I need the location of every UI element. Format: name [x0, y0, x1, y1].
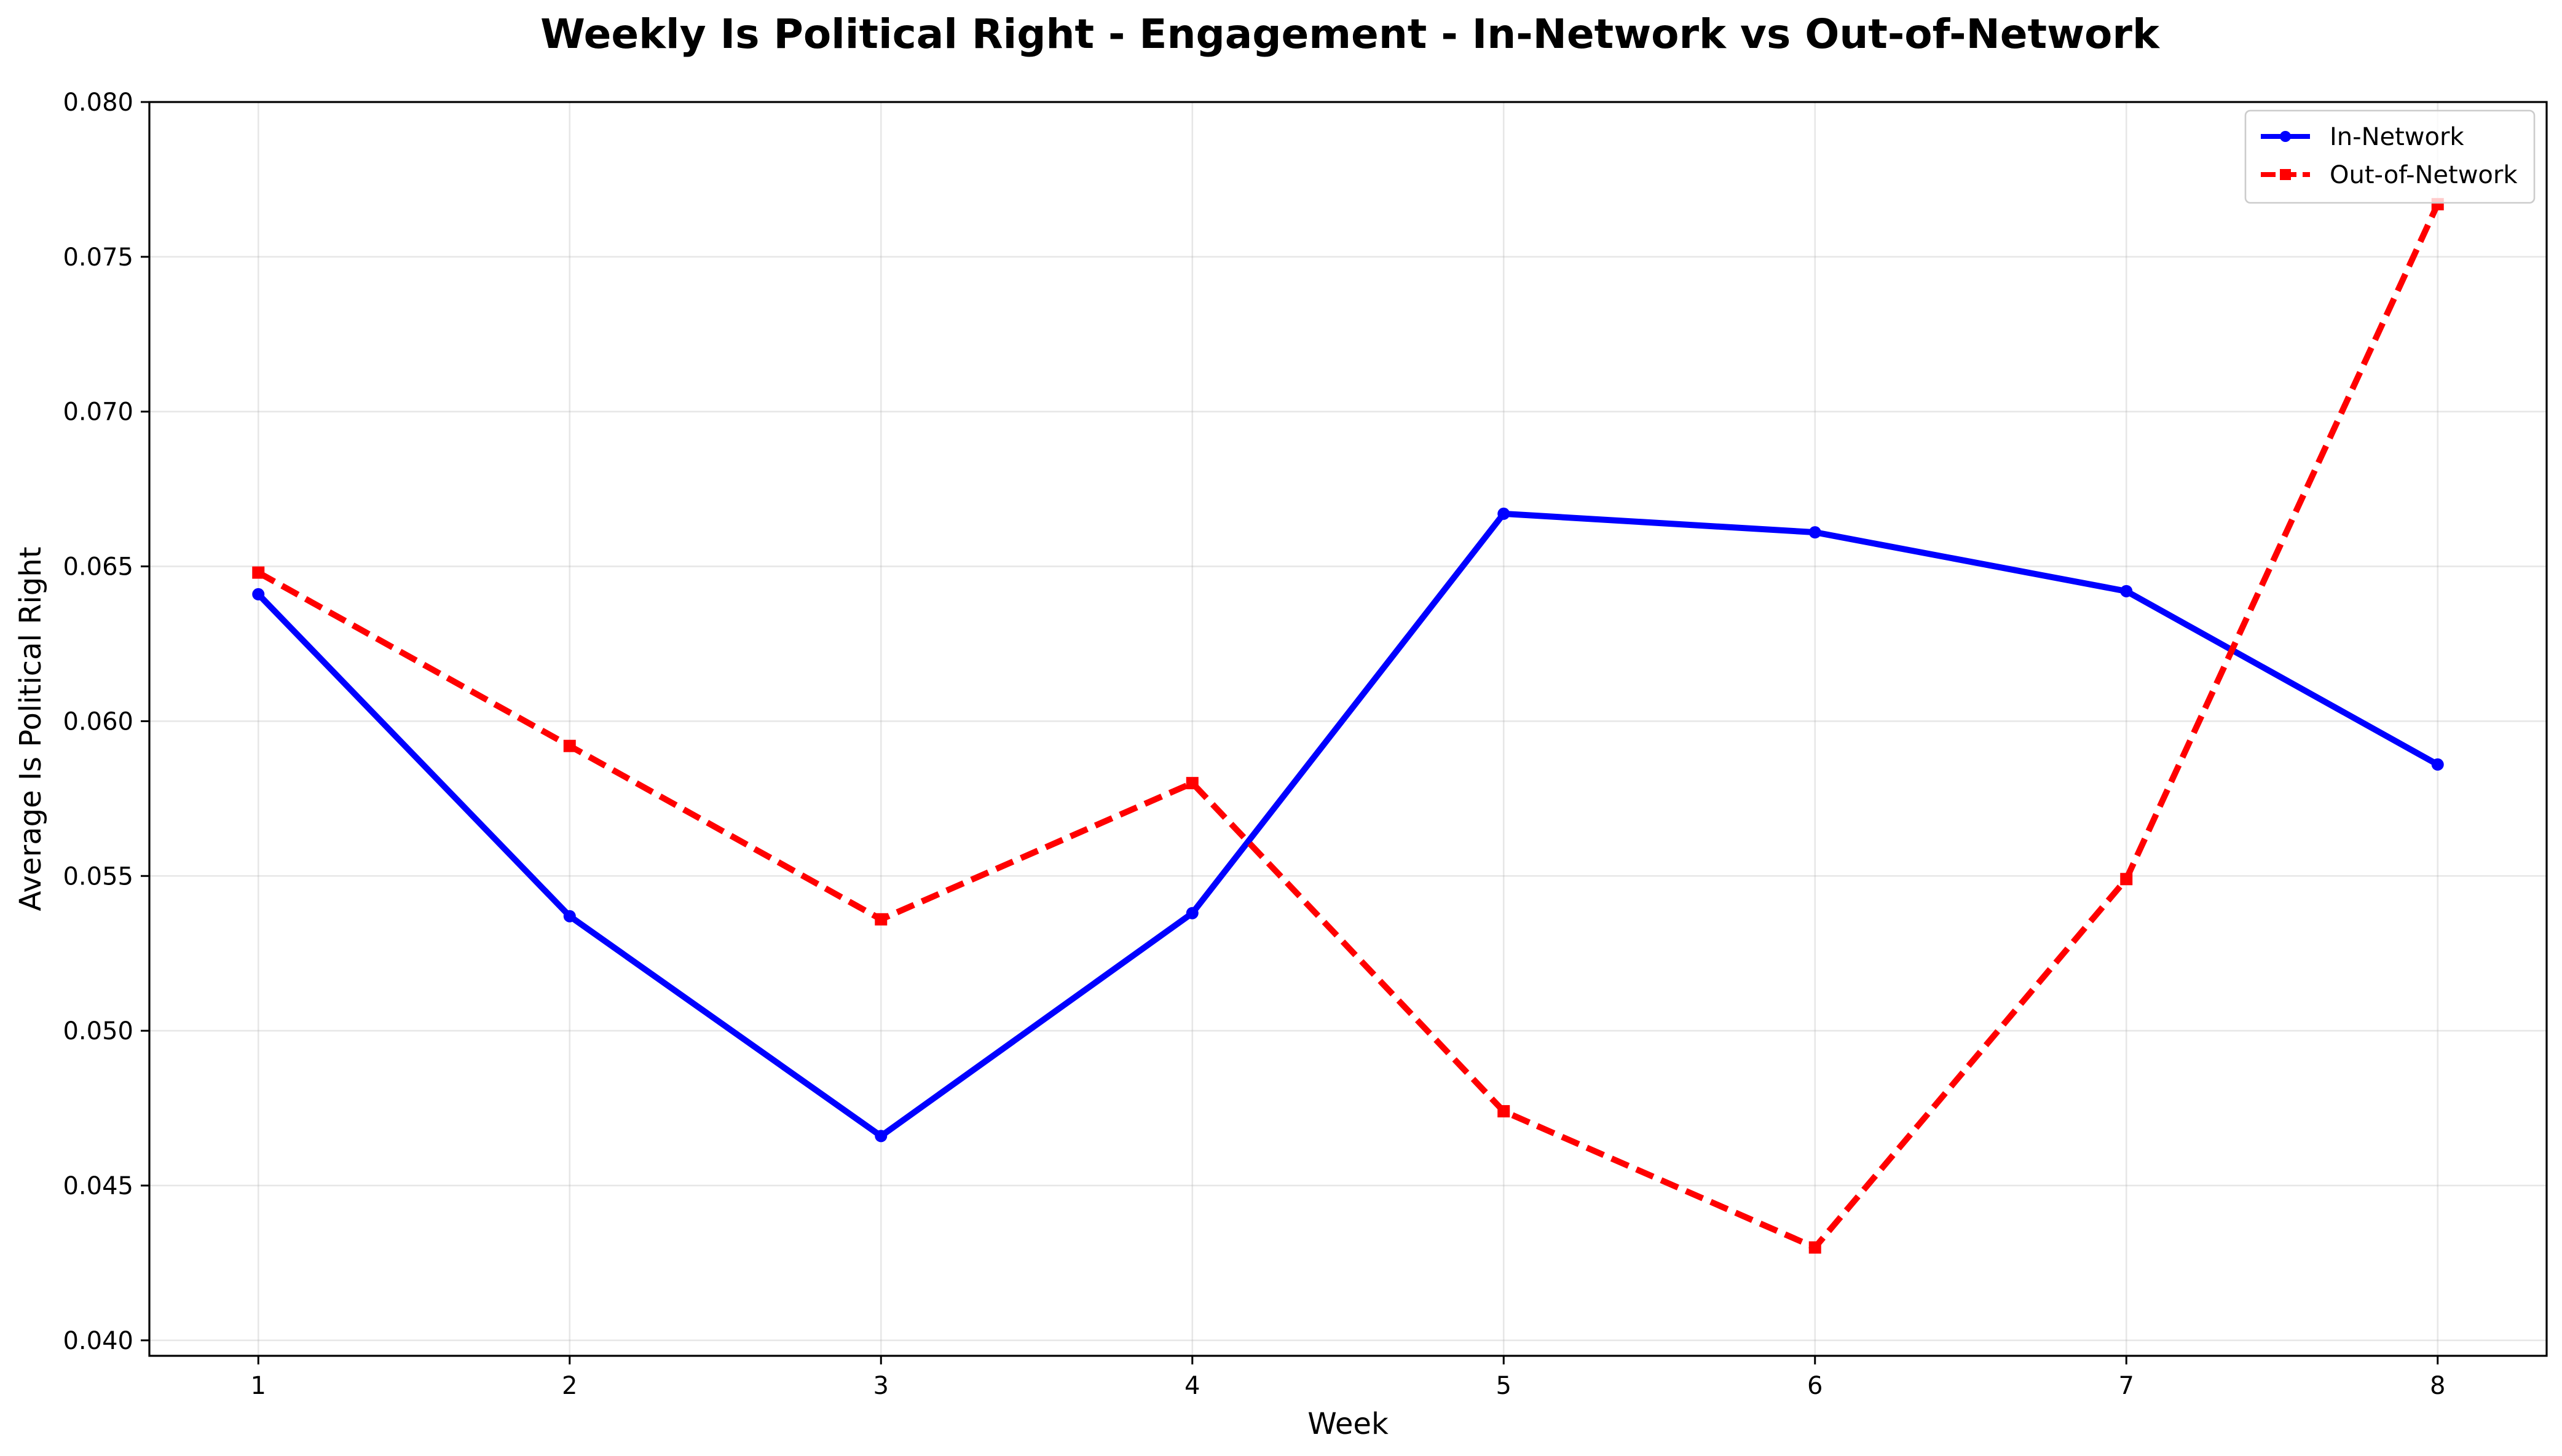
data-point-in-network	[1497, 507, 1510, 520]
legend: In-Network Out-of-Network	[2244, 109, 2536, 204]
data-point-in-network	[252, 588, 265, 600]
data-point-out-of-network	[875, 913, 888, 926]
x-tick-label: 3	[873, 1372, 889, 1400]
x-tick-label: 2	[562, 1372, 577, 1400]
data-point-in-network	[563, 910, 576, 923]
data-point-in-network	[2431, 758, 2444, 771]
x-tick-label: 6	[1807, 1372, 1823, 1400]
plot-frame	[148, 101, 2548, 1357]
data-point-out-of-network	[1808, 1241, 1821, 1254]
y-tick-label: 0.045	[63, 1172, 133, 1200]
data-point-in-network	[1808, 526, 1821, 539]
data-point-out-of-network	[252, 566, 265, 579]
grid-layer	[149, 101, 2547, 1356]
y-tick-label: 0.075	[63, 243, 133, 272]
x-tick-label: 7	[2119, 1372, 2134, 1400]
x-tick-label: 5	[1496, 1372, 1512, 1400]
y-tick-label: 0.070	[63, 398, 133, 427]
series-line-in-network	[256, 510, 2440, 1139]
y-axis-label: Average Is Political Right	[14, 546, 48, 911]
legend-label-out-of-network: Out-of-Network	[2330, 161, 2518, 189]
data-point-in-network	[2120, 584, 2133, 597]
data-point-out-of-network	[563, 739, 576, 752]
data-point-in-network	[875, 1130, 888, 1143]
chart-title: Weekly Is Political Right - Engagement -…	[540, 10, 2161, 58]
series-layer	[252, 198, 2444, 1254]
series-line-out-of-network	[256, 203, 2441, 1251]
y-tick-label: 0.055	[63, 862, 133, 891]
tick-layer: 1 2 3 4 5 6 7 8 0.040 0.045 0.050 0.055 0.060 0.065 0.…	[63, 89, 2445, 1400]
legend-label-in-network: In-Network	[2330, 123, 2464, 151]
y-tick-label: 0.080	[63, 89, 133, 117]
y-tick-label: 0.060	[63, 707, 133, 736]
data-point-in-network	[1186, 907, 1199, 919]
data-point-out-of-network	[1497, 1105, 1510, 1118]
x-axis-label: Week	[1307, 1407, 1389, 1441]
x-tick-label: 1	[251, 1372, 266, 1400]
y-tick-label: 0.050	[63, 1017, 133, 1045]
legend-box	[2244, 109, 2536, 204]
legend-marker-in-network	[2280, 131, 2291, 142]
data-point-out-of-network	[1186, 777, 1199, 790]
x-tick-label: 8	[2430, 1372, 2445, 1400]
data-point-out-of-network	[2120, 873, 2133, 886]
y-tick-label: 0.065	[63, 553, 133, 581]
x-tick-label: 4	[1184, 1372, 1200, 1400]
legend-marker-out-of-network	[2280, 169, 2291, 180]
y-tick-label: 0.040	[63, 1327, 133, 1355]
